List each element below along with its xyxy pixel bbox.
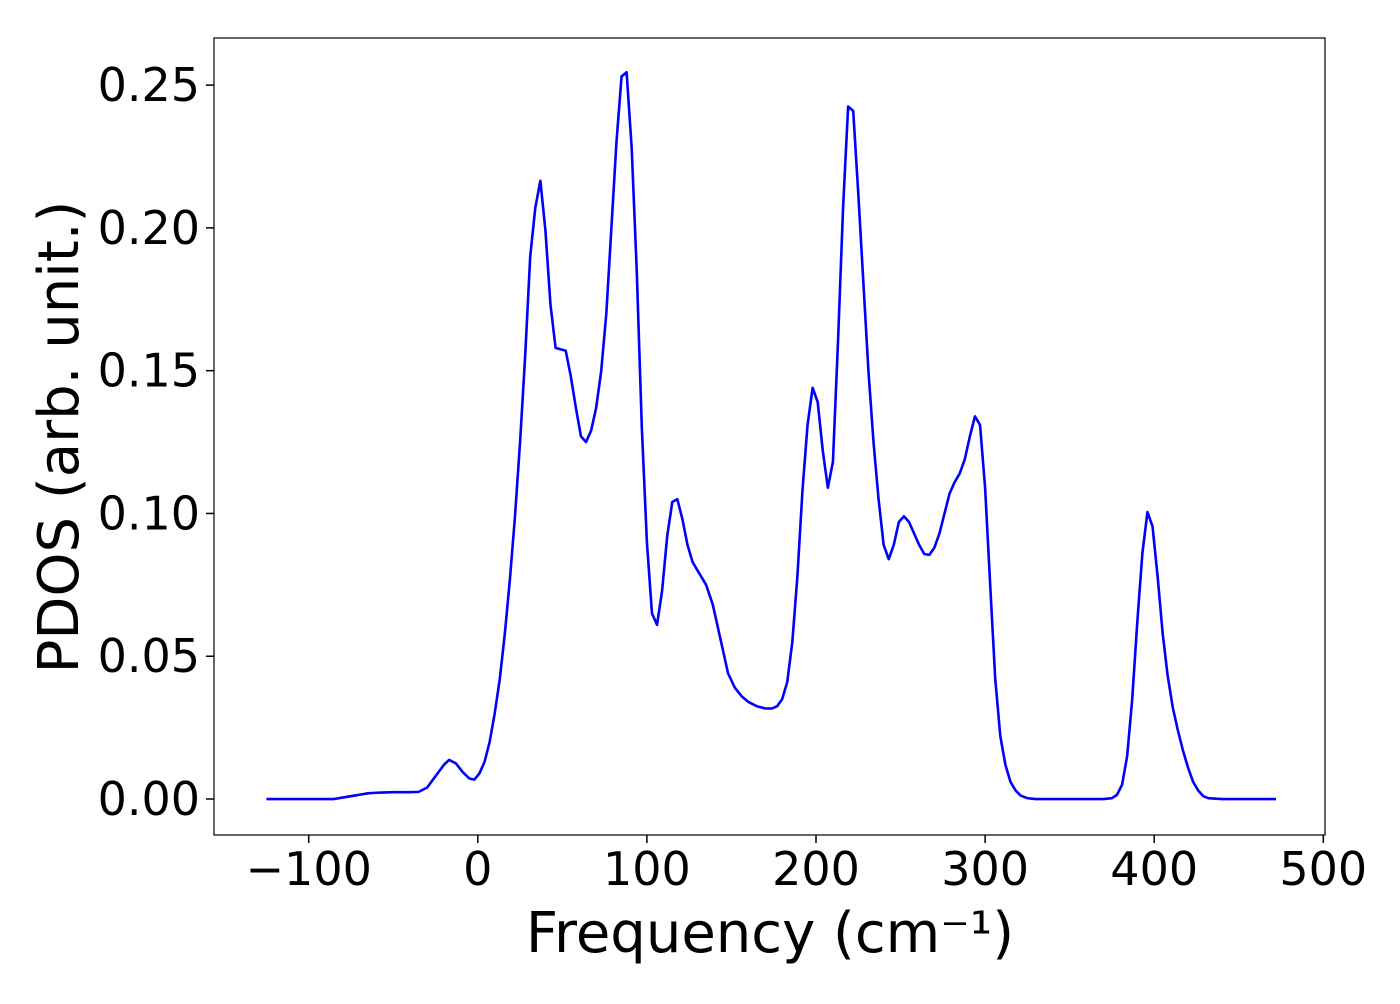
x-tick-label: 300 bbox=[941, 842, 1029, 896]
y-tick-label: 0.25 bbox=[98, 58, 200, 112]
x-axis-label: Frequency (cm⁻¹) bbox=[526, 901, 1014, 966]
y-tick-label: 0.15 bbox=[98, 344, 200, 398]
x-tick-label: 400 bbox=[1110, 842, 1198, 896]
y-axis-label: PDOS (arb. unit.) bbox=[27, 201, 92, 674]
x-tick-label: −100 bbox=[246, 842, 372, 896]
y-tick-label: 0.00 bbox=[98, 772, 200, 826]
x-tick-label: 0 bbox=[463, 842, 492, 896]
y-tick-label: 0.05 bbox=[98, 629, 200, 683]
pdos-line bbox=[266, 70, 1276, 801]
x-tick-label: 500 bbox=[1279, 842, 1367, 896]
y-tick-label: 0.20 bbox=[98, 201, 200, 255]
x-tick-label: 100 bbox=[603, 842, 691, 896]
y-tick-label: 0.10 bbox=[98, 486, 200, 540]
plot-frame bbox=[213, 37, 1326, 836]
x-tick-label: 200 bbox=[772, 842, 860, 896]
